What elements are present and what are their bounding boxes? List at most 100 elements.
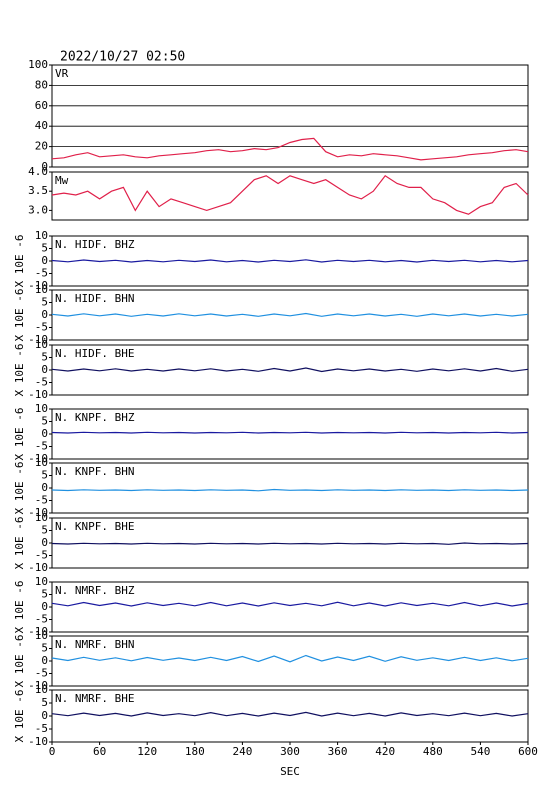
y-tick-label: -10 <box>28 679 48 692</box>
data-line <box>51 542 529 545</box>
y-tick-label: 5 <box>41 642 48 655</box>
y-axis-label: X 10E -6 <box>13 462 26 515</box>
panel-label: N. KNPF. BHZ <box>55 411 135 424</box>
y-tick-label: 5 <box>41 524 48 537</box>
y-tick-label: 5 <box>41 469 48 482</box>
y-tick-label: 10 <box>35 511 48 524</box>
x-tick-label: 600 <box>518 745 538 758</box>
y-tick-label: 0 <box>41 363 48 376</box>
data-line <box>51 259 529 263</box>
y-axis-label: X 10E -6 <box>13 581 26 634</box>
y-tick-label: 10 <box>35 229 48 242</box>
y-tick-label: -10 <box>28 561 48 574</box>
panel-label: N. KNPF. BHN <box>55 465 134 478</box>
y-tick-label: 0 <box>41 481 48 494</box>
panel-label: N. NMRF. BHE <box>55 692 134 705</box>
x-axis-label: SEC <box>280 765 300 778</box>
panel-frame <box>51 171 529 221</box>
x-tick-label: 180 <box>185 745 205 758</box>
y-tick-label: -5 <box>35 722 48 735</box>
y-tick-label: 3.0 <box>28 203 48 216</box>
panel-label: N. NMRF. BHN <box>55 638 134 651</box>
y-tick-label: -5 <box>35 267 48 280</box>
data-line <box>51 174 529 215</box>
y-tick-label: 0 <box>41 600 48 613</box>
y-tick-label: 3.5 <box>28 184 48 197</box>
panel-label: N. NMRF. BHZ <box>55 584 135 597</box>
y-tick-label: -5 <box>35 321 48 334</box>
panel-label: VR <box>55 67 69 80</box>
y-tick-label: 4.0 <box>28 165 48 178</box>
y-tick-label: 10 <box>35 629 48 642</box>
y-tick-label: 5 <box>41 242 48 255</box>
y-tick-label: 5 <box>41 415 48 428</box>
y-tick-label: 10 <box>35 338 48 351</box>
y-tick-label: 5 <box>41 696 48 709</box>
data-line <box>51 367 529 373</box>
y-tick-label: -5 <box>35 440 48 453</box>
y-axis-label: X 10E -6 <box>13 690 26 743</box>
y-tick-label: 40 <box>35 119 48 132</box>
y-tick-label: -5 <box>35 376 48 389</box>
y-tick-label: 0 <box>41 254 48 267</box>
y-axis-label: X 10E -6 <box>13 635 26 688</box>
data-line <box>51 711 529 717</box>
y-tick-label: 80 <box>35 78 48 91</box>
y-tick-label: -5 <box>35 667 48 680</box>
chart-title: 2022/10/27 02:50 <box>60 50 185 65</box>
y-tick-label: 10 <box>35 683 48 696</box>
y-axis-label: X 10E -6 <box>13 517 26 570</box>
y-axis-label: X 10E -6 <box>13 408 26 461</box>
y-tick-label: -10 <box>28 735 48 748</box>
panel-label: N. HIDF. BHN <box>55 292 134 305</box>
y-tick-label: -10 <box>28 388 48 401</box>
y-axis-label: X 10E -6 <box>13 235 26 288</box>
y-tick-label: 0 <box>41 536 48 549</box>
y-tick-label: 0 <box>41 709 48 722</box>
y-tick-label: 5 <box>41 588 48 601</box>
y-tick-label: 60 <box>35 99 48 112</box>
y-tick-label: -5 <box>35 494 48 507</box>
panel-label: N. HIDF. BHZ <box>55 238 135 251</box>
y-tick-label: -10 <box>28 625 48 638</box>
y-tick-label: -5 <box>35 613 48 626</box>
y-tick-label: -5 <box>35 549 48 562</box>
y-tick-label: 20 <box>35 140 48 153</box>
x-tick-label: 120 <box>137 745 157 758</box>
y-axis-label: X 10E -6 <box>13 289 26 342</box>
x-tick-label: 420 <box>375 745 395 758</box>
y-tick-label: 10 <box>35 456 48 469</box>
y-tick-label: 5 <box>41 296 48 309</box>
data-line <box>51 137 529 161</box>
x-tick-label: 240 <box>232 745 252 758</box>
x-tick-label: 540 <box>470 745 490 758</box>
panel-label: Mw <box>55 174 69 187</box>
y-tick-label: 0 <box>41 654 48 667</box>
data-line <box>51 488 529 492</box>
y-tick-label: 10 <box>35 283 48 296</box>
y-tick-label: 100 <box>28 58 48 71</box>
y-tick-label: 0 <box>41 160 48 173</box>
y-tick-label: 5 <box>41 351 48 364</box>
panel-frame <box>51 64 529 168</box>
y-tick-label: -10 <box>28 506 48 519</box>
y-tick-label: 0 <box>41 427 48 440</box>
data-line <box>51 312 529 317</box>
y-tick-label: 0 <box>41 308 48 321</box>
x-tick-label: 300 <box>280 745 300 758</box>
data-line <box>51 654 529 663</box>
data-line <box>51 431 529 434</box>
y-tick-label: 10 <box>35 575 48 588</box>
y-tick-label: -10 <box>28 452 48 465</box>
panel-label: N. HIDF. BHE <box>55 347 134 360</box>
y-tick-label: 10 <box>35 402 48 415</box>
x-tick-label: 60 <box>93 745 106 758</box>
x-tick-label: 0 <box>49 745 56 758</box>
y-tick-label: -10 <box>28 279 48 292</box>
y-axis-label: X 10E -6 <box>13 344 26 397</box>
x-tick-label: 480 <box>423 745 443 758</box>
x-tick-label: 360 <box>328 745 348 758</box>
data-line <box>51 601 529 607</box>
y-tick-label: -10 <box>28 333 48 346</box>
